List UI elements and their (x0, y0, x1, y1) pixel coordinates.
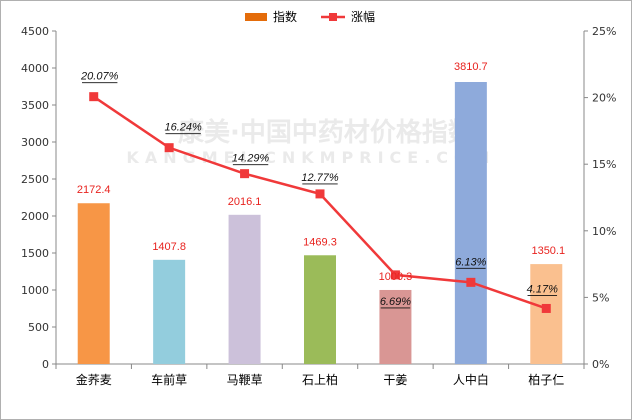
line-value-label: 6.69% (380, 296, 411, 308)
line-marker (466, 277, 476, 287)
x-tick-label: 干姜 (383, 373, 407, 387)
y-right-tick-label: 20% (592, 92, 616, 105)
y-left-tick-label: 2500 (21, 173, 49, 186)
bar-value-label: 2016.1 (228, 196, 262, 208)
y-left-tick-label: 0 (42, 358, 49, 371)
watermark-line-2: KANGMEI CNKMPRICE.COM (126, 148, 495, 167)
line-value-label: 4.17% (527, 283, 558, 295)
bar (530, 264, 563, 364)
legend: 指数 涨幅 (245, 9, 375, 24)
bar-series (77, 82, 563, 364)
y-left-tick-label: 4000 (21, 62, 49, 75)
x-tick-label: 柏子仁 (528, 372, 564, 387)
watermark-line-1: 康美·中国中药材价格指数 (178, 117, 475, 148)
y-left-tick-label: 1000 (21, 284, 49, 297)
legend-label-line: 涨幅 (351, 9, 375, 24)
bar-value-label: 1407.8 (152, 241, 186, 253)
line-value-label: 6.13% (455, 256, 486, 268)
line-value-label: 20.07% (80, 71, 119, 83)
y-left-tick-label: 1500 (21, 247, 49, 260)
y-left-tick-label: 3000 (21, 136, 49, 149)
bar (77, 203, 110, 364)
x-tick-label: 金荞麦 (76, 372, 112, 387)
bar-value-label: 1350.1 (531, 245, 565, 257)
bar-value-label: 1000.3 (379, 271, 413, 283)
watermark: 康美·中国中药材价格指数 KANGMEI CNKMPRICE.COM (126, 117, 495, 167)
line-value-label: 14.29% (232, 153, 270, 165)
line-marker (541, 303, 551, 313)
line-value-label: 12.77% (301, 172, 339, 184)
line-marker (315, 189, 325, 199)
y-right-tick-label: 0% (592, 358, 609, 371)
x-tick-label: 车前草 (151, 372, 187, 387)
line-marker (390, 270, 400, 280)
data-labels: 2172.4 1407.8 2016.1 1469.3 1000.3 3810.7 1350… (77, 61, 565, 309)
y-right-tick-label: 25% (592, 25, 616, 38)
y-right-tick-label: 15% (592, 158, 616, 171)
line-marker (89, 92, 99, 102)
legend-swatch-bar (245, 13, 267, 21)
bar (153, 259, 186, 364)
y-left-tick-label: 3500 (21, 99, 49, 112)
x-tick-label: 人中白 (453, 372, 489, 387)
y-left-tick-label: 500 (28, 321, 49, 334)
legend-label-bar: 指数 (273, 9, 297, 24)
x-tick-label: 马鞭草 (227, 373, 263, 387)
bar (454, 82, 487, 364)
bar-value-label: 2172.4 (77, 184, 111, 196)
axes: 0 500 1000 1500 2000 2500 3000 3500 4000 4500 0% 5%… (21, 25, 616, 387)
bar-value-label: 3810.7 (454, 61, 488, 73)
bar (379, 289, 412, 364)
bar (304, 255, 336, 364)
y-left-tick-label: 4500 (21, 25, 49, 38)
x-tick-label: 石上柏 (302, 372, 338, 387)
bar (228, 214, 261, 364)
legend-swatch-marker (329, 13, 337, 21)
line-series (89, 92, 551, 313)
y-left-tick-label: 2000 (21, 210, 49, 223)
y-right-tick-label: 10% (592, 225, 616, 238)
line-marker (240, 169, 250, 179)
line-marker (164, 143, 174, 153)
line-value-label: 16.24% (164, 122, 202, 134)
bar-value-label: 1469.3 (303, 236, 337, 248)
y-right-tick-label: 5% (592, 291, 609, 304)
